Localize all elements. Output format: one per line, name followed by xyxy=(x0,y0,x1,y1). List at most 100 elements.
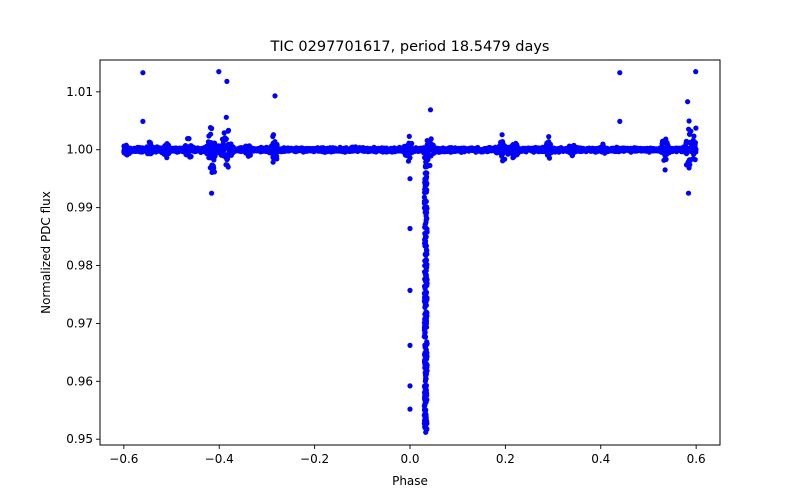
data-point xyxy=(500,151,506,157)
y-tick-label: 0.99 xyxy=(66,201,93,215)
data-point xyxy=(121,149,127,155)
data-point xyxy=(422,329,428,335)
x-tick-label: 0.2 xyxy=(496,452,515,466)
data-point xyxy=(422,183,428,190)
data-point xyxy=(434,145,440,152)
data-point xyxy=(657,147,664,153)
x-tick-label: 0.6 xyxy=(687,452,706,466)
data-point xyxy=(547,149,553,155)
data-point xyxy=(422,224,428,230)
data-point xyxy=(424,341,430,347)
data-point xyxy=(407,287,413,293)
data-point xyxy=(407,342,413,348)
y-tick-label: 0.96 xyxy=(66,374,93,388)
data-point xyxy=(412,147,418,153)
data-point xyxy=(685,190,692,196)
data-point xyxy=(245,151,251,157)
data-point xyxy=(693,125,699,131)
y-tick-label: 1.00 xyxy=(66,143,93,157)
data-point xyxy=(145,146,151,152)
data-point xyxy=(545,139,551,146)
data-point xyxy=(209,162,215,168)
data-point xyxy=(320,147,326,153)
data-point xyxy=(209,190,215,196)
data-point xyxy=(545,145,551,151)
chart-title: TIC 0297701617, period 18.5479 days xyxy=(270,39,550,55)
data-point xyxy=(206,133,212,139)
data-point xyxy=(421,283,428,289)
data-point xyxy=(422,378,428,384)
data-point xyxy=(662,153,668,159)
data-point xyxy=(422,176,428,182)
y-tick-label: 0.98 xyxy=(66,259,93,273)
data-point xyxy=(294,147,300,154)
data-point xyxy=(423,318,430,324)
data-point xyxy=(536,146,543,152)
data-point xyxy=(441,147,447,153)
data-point xyxy=(690,156,696,162)
data-point xyxy=(506,144,512,150)
data-point xyxy=(692,144,698,151)
data-point xyxy=(270,154,276,160)
data-point xyxy=(404,147,410,153)
data-point xyxy=(600,147,606,153)
data-point xyxy=(262,147,268,154)
data-point xyxy=(195,146,201,152)
data-point xyxy=(619,148,626,154)
data-point xyxy=(422,258,428,264)
data-point xyxy=(421,420,428,426)
y-axis-label: Normalized PDC flux xyxy=(39,191,53,314)
data-point xyxy=(583,147,589,153)
data-point xyxy=(231,149,237,155)
data-point xyxy=(221,130,227,136)
data-point xyxy=(272,93,278,99)
data-point xyxy=(683,138,690,144)
data-point xyxy=(625,147,631,153)
data-point xyxy=(662,167,668,173)
y-tick-label: 0.95 xyxy=(66,432,93,446)
data-point xyxy=(660,138,666,144)
data-point xyxy=(121,143,127,149)
data-point xyxy=(212,153,218,159)
data-point xyxy=(223,136,229,142)
data-point xyxy=(140,118,146,124)
data-point xyxy=(302,147,309,153)
data-point xyxy=(272,139,278,145)
data-point xyxy=(422,304,428,310)
data-point xyxy=(218,152,224,158)
data-points xyxy=(121,69,699,435)
data-point xyxy=(418,147,424,153)
data-point xyxy=(227,152,233,158)
data-point xyxy=(187,154,193,160)
data-point xyxy=(173,145,179,151)
y-tick-label: 0.97 xyxy=(66,316,93,330)
data-point xyxy=(423,399,429,405)
data-point xyxy=(423,219,429,225)
data-point xyxy=(423,347,429,353)
data-point xyxy=(634,145,640,151)
data-point xyxy=(409,140,415,147)
data-point xyxy=(221,146,227,152)
data-point xyxy=(510,155,516,161)
data-point xyxy=(499,132,505,138)
plot-area xyxy=(99,59,721,446)
data-point xyxy=(606,147,612,153)
data-point xyxy=(407,225,413,232)
data-point xyxy=(214,146,220,152)
data-point xyxy=(422,409,428,415)
data-point xyxy=(423,198,429,205)
data-point xyxy=(201,147,207,154)
x-tick-label: −0.6 xyxy=(109,452,138,466)
data-point xyxy=(422,269,428,275)
data-point xyxy=(681,144,687,150)
data-point xyxy=(500,141,506,147)
data-point xyxy=(140,70,146,76)
data-point xyxy=(242,147,248,153)
data-point xyxy=(422,263,428,269)
data-point xyxy=(422,276,428,282)
data-point xyxy=(128,147,134,154)
data-point xyxy=(395,148,401,154)
data-point xyxy=(220,141,226,147)
data-point xyxy=(354,147,360,153)
data-point xyxy=(223,114,229,120)
